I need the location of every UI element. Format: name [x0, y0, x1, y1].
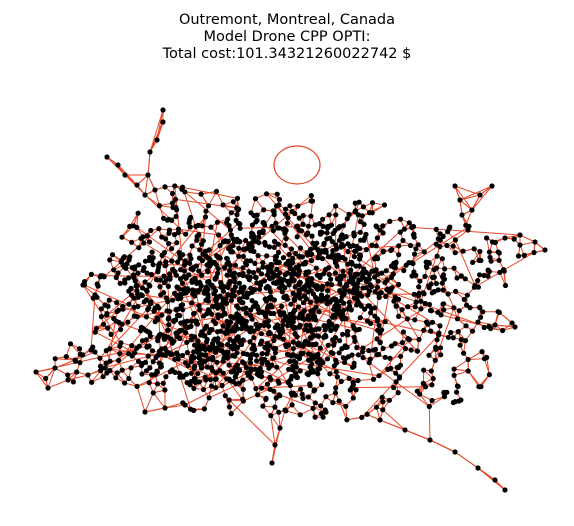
title-line-cost: Total cost:101.34321260022742 $: [162, 46, 412, 62]
plot-title: Outremont, Montreal, Canada Model Drone …: [0, 12, 574, 63]
graph-edge: [368, 362, 374, 380]
graph-edges: [35, 109, 546, 491]
graph-edge: [184, 191, 202, 195]
graph-edge: [419, 393, 430, 407]
title-line-model: Model Drone CPP OPTI:: [203, 29, 371, 45]
graph-edge: [429, 396, 445, 407]
title-line-location: Outremont, Montreal, Canada: [178, 12, 396, 28]
graph-edge: [338, 400, 348, 420]
graph-edge: [486, 357, 490, 375]
graph-edge: [129, 212, 139, 227]
graph-edge: [297, 195, 312, 207]
graph-edge: [453, 359, 469, 370]
